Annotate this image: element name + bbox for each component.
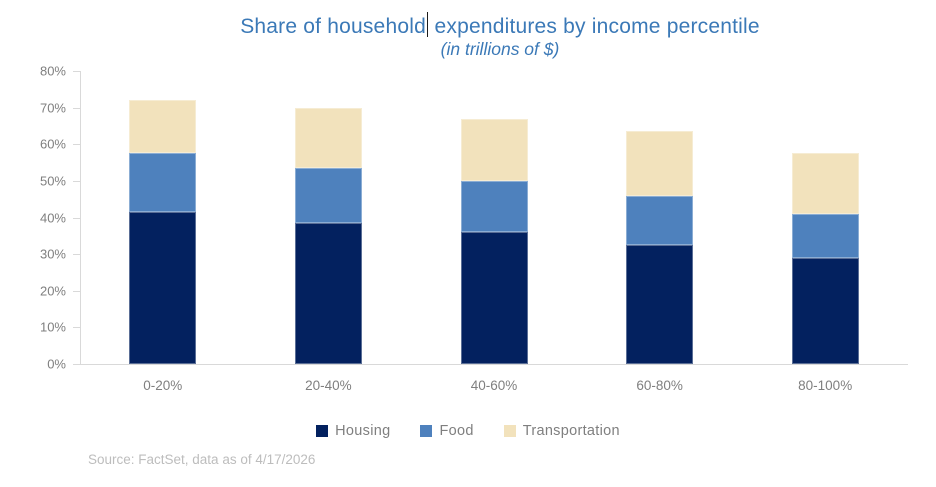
- bar-segment-transportation-0-20%[interactable]: [129, 100, 197, 154]
- y-axis-tick: [73, 217, 81, 219]
- y-axis-tick: [73, 254, 81, 256]
- bar-segment-housing-20-40%[interactable]: [294, 222, 362, 364]
- bar-segment-food-60-80%[interactable]: [626, 195, 694, 245]
- y-axis-label: 40%: [39, 210, 66, 225]
- bar-segment-housing-80-100%[interactable]: [791, 257, 859, 364]
- y-axis-tick: [73, 364, 81, 365]
- y-axis-label: 30%: [39, 246, 66, 262]
- x-axis-line: [80, 364, 908, 365]
- text-cursor: [426, 12, 429, 37]
- x-axis-label-80-100%: 80-100%: [798, 378, 853, 393]
- y-axis-label: 20%: [39, 283, 66, 299]
- bar-segment-food-40-60%[interactable]: [460, 180, 528, 233]
- chart-subtitle[interactable]: (in trillions of $): [440, 39, 560, 59]
- x-axis-label-40-60%: 40-60%: [470, 378, 518, 393]
- legend-swatch-transportation: [503, 425, 516, 437]
- x-axis-label-20-40%: 20-40%: [305, 378, 352, 393]
- y-axis-tick: [73, 107, 81, 109]
- x-axis-label-0-20%: 0-20%: [143, 378, 183, 393]
- chart-title[interactable]: Share of household expenditures by incom…: [64, 12, 936, 40]
- bar-segment-housing-40-60%[interactable]: [460, 232, 528, 364]
- source-note: Source: FactSet, data as of 4/17/2026: [88, 452, 316, 467]
- bar-segment-food-0-20%[interactable]: [129, 153, 197, 212]
- chart-title-text-after-caret: expenditures by income percentile: [428, 15, 760, 38]
- y-axis-label: 70%: [39, 100, 66, 116]
- legend: Housing Food Transportation: [0, 423, 936, 439]
- chart-title-text-before-caret: Share of household: [240, 15, 426, 38]
- legend-item-housing[interactable]: Housing: [316, 423, 390, 439]
- y-axis-label: 60%: [39, 136, 66, 152]
- y-axis-label: 0%: [47, 356, 66, 372]
- bar-segment-food-80-100%[interactable]: [791, 213, 859, 258]
- y-axis-label: 80%: [39, 63, 66, 79]
- legend-item-food[interactable]: Food: [420, 423, 473, 439]
- legend-label-food: Food: [439, 423, 474, 439]
- bar-segment-housing-60-80%[interactable]: [626, 244, 694, 364]
- bar-segment-food-20-40%[interactable]: [294, 168, 362, 223]
- legend-swatch-food: [420, 425, 433, 437]
- legend-label-housing: Housing: [335, 423, 391, 439]
- y-axis-tick: [73, 290, 81, 292]
- bar-segment-housing-0-20%[interactable]: [129, 212, 197, 364]
- bar-segment-transportation-20-40%[interactable]: [294, 107, 362, 169]
- bar-segment-transportation-40-60%[interactable]: [460, 118, 528, 181]
- bar-segment-transportation-60-80%[interactable]: [626, 131, 694, 196]
- y-axis-tick: [73, 327, 81, 329]
- y-axis-label: 50%: [39, 173, 66, 189]
- y-axis-tick: [73, 144, 81, 146]
- legend-swatch-housing: [316, 425, 329, 437]
- x-axis-label-60-80%: 60-80%: [636, 378, 683, 393]
- legend-item-transportation[interactable]: Transportation: [503, 423, 620, 439]
- y-axis-label: 10%: [39, 319, 66, 335]
- bar-segment-transportation-80-100%[interactable]: [791, 153, 859, 214]
- y-axis-tick: [73, 180, 81, 182]
- y-axis-tick: [73, 71, 81, 72]
- legend-label-transportation: Transportation: [522, 423, 620, 439]
